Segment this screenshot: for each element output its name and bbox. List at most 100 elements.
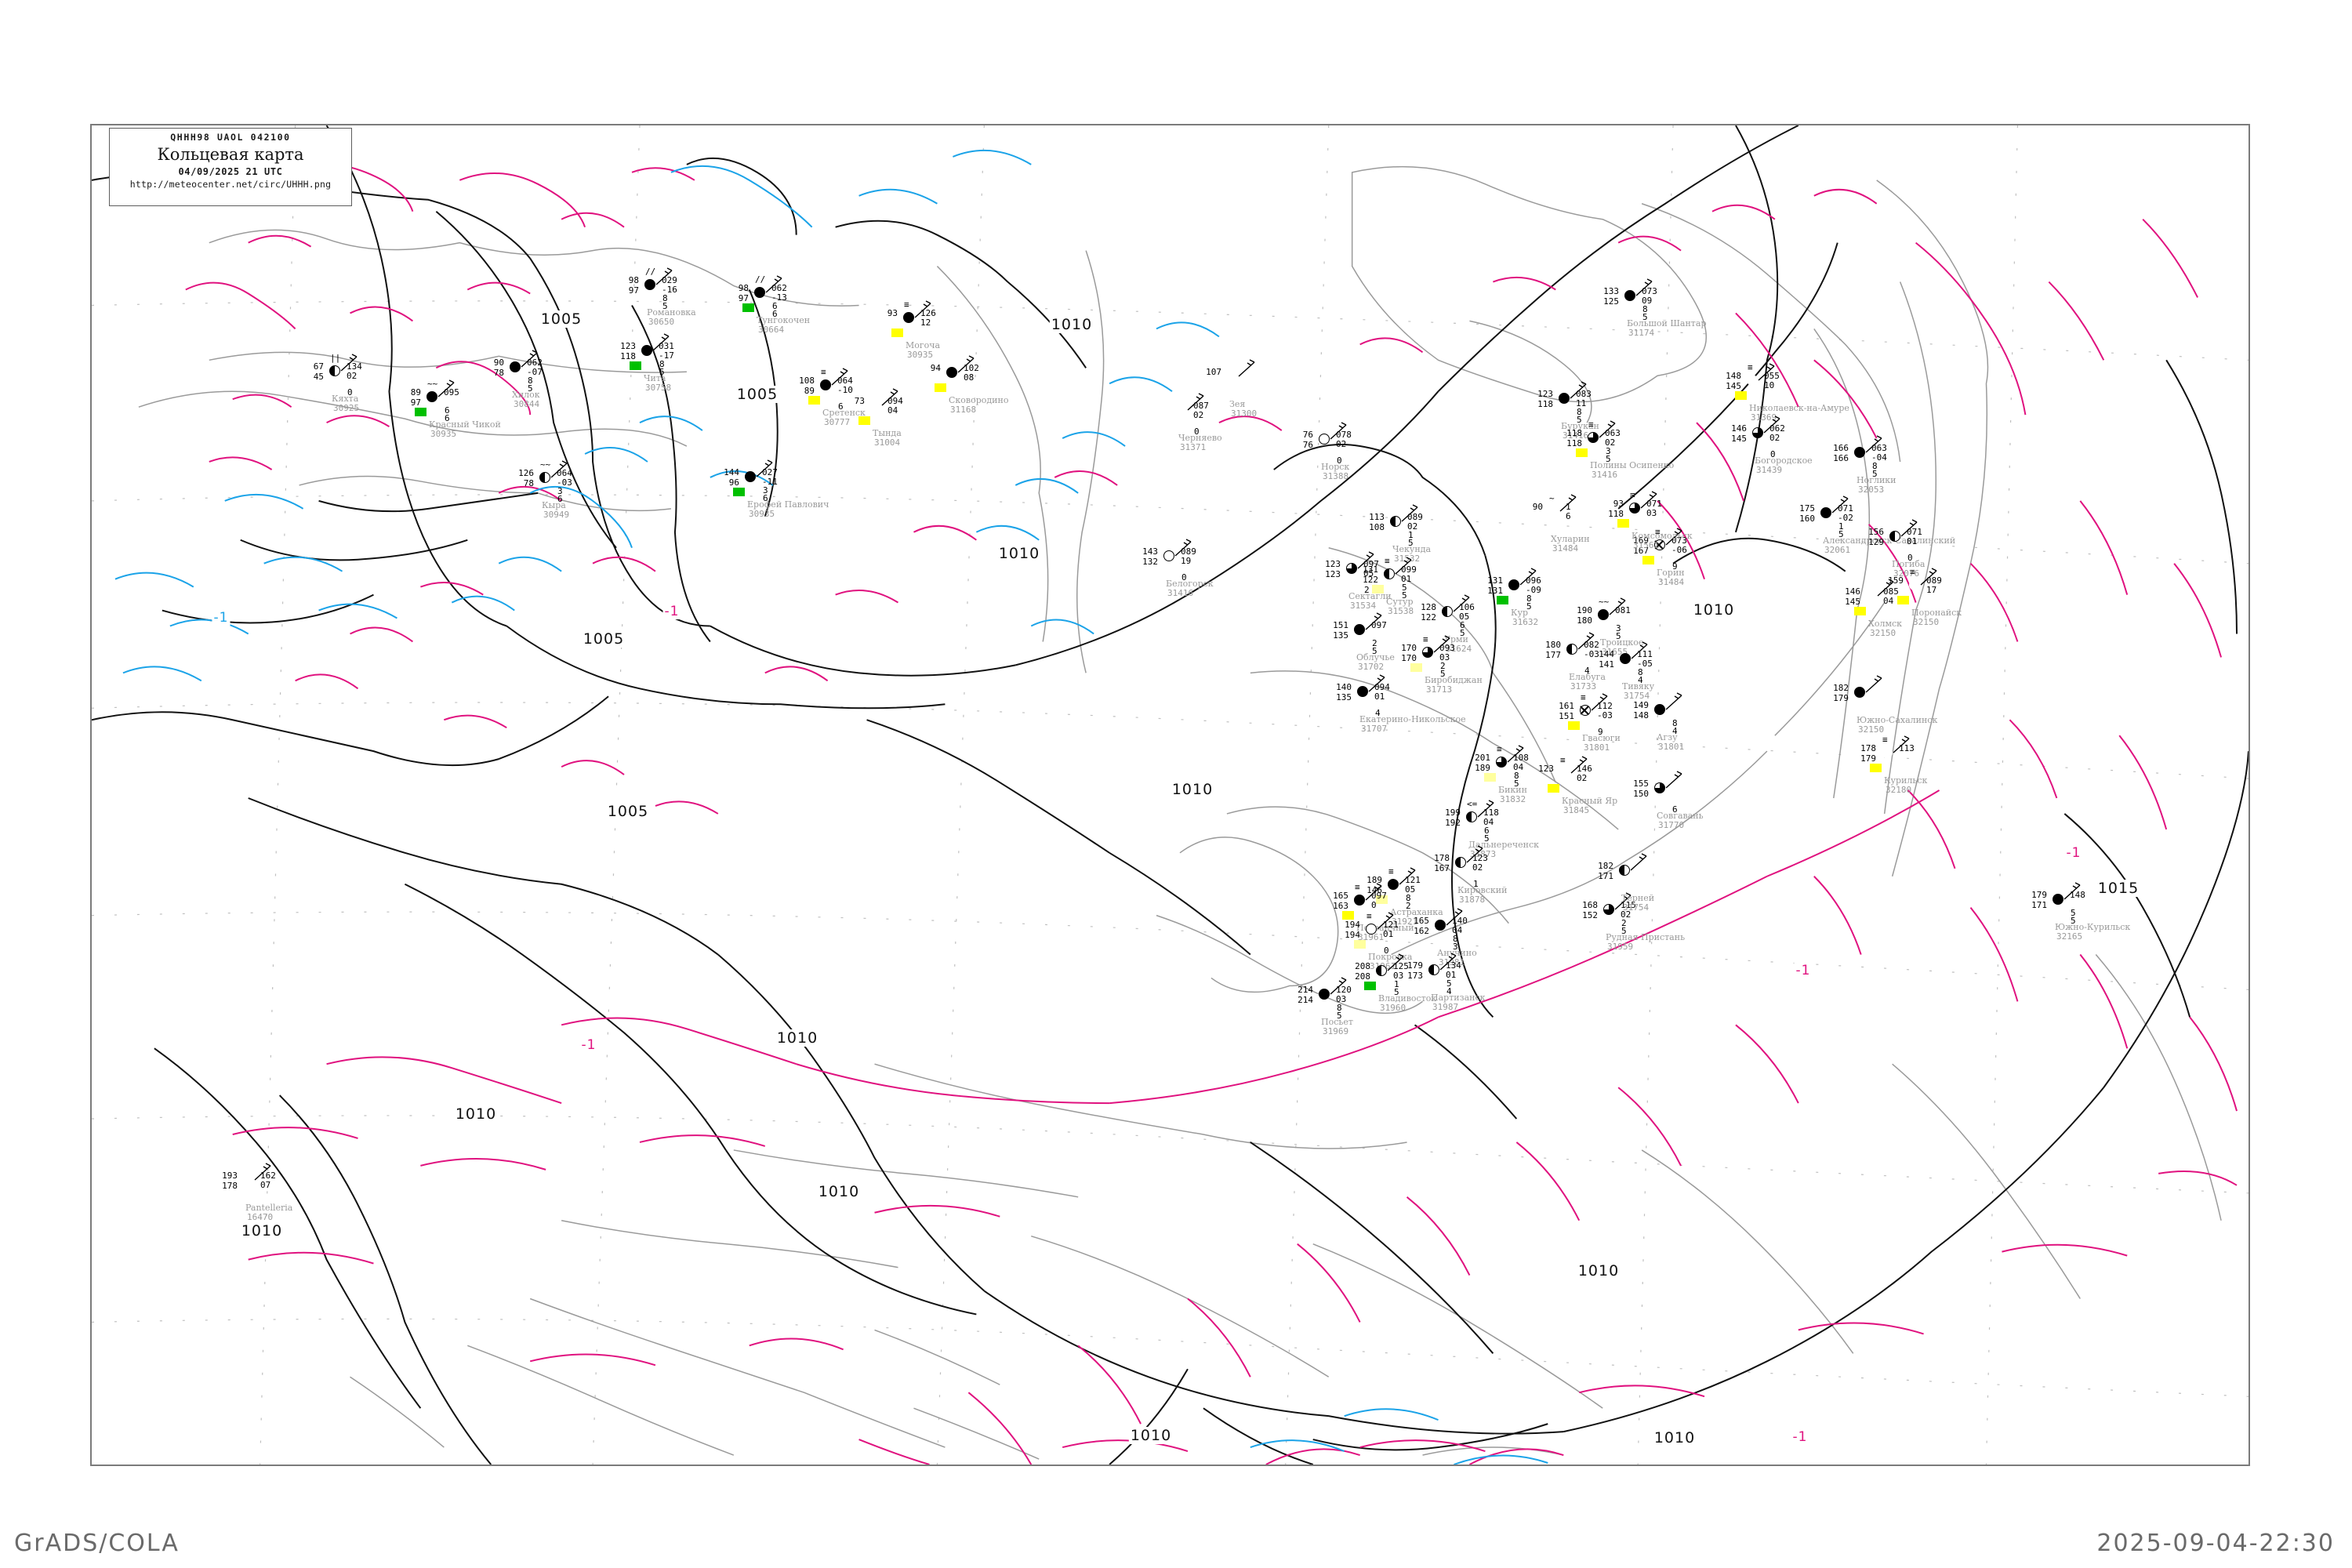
station-cloud-high: 8 (1337, 1003, 1342, 1013)
precip-swatch (1372, 585, 1384, 593)
title-cartouche: QHHH98 UAOL 042100 Кольцевая карта 04/09… (109, 128, 352, 206)
station-wmo-id: 31632 (1512, 617, 1539, 627)
station-present-weather: || (330, 353, 341, 363)
station-cloud-high: 8 (528, 376, 533, 386)
precip-swatch (1354, 940, 1366, 949)
station-name: Сектагли (1348, 591, 1392, 601)
station-pressure-tendency: -13 (771, 292, 787, 303)
cloud-cover-symbol (1603, 904, 1614, 915)
wind-barb (765, 275, 782, 293)
station-pressure-tendency: 04 (1483, 817, 1494, 827)
station-pressure: 134 (1446, 960, 1461, 971)
station-dewpoint: 150 (1633, 789, 1649, 799)
station-cloud-low: 6 (838, 401, 844, 412)
station-pressure-tendency: 02 (347, 371, 358, 381)
wind-barb (1466, 845, 1483, 863)
station-cloud-low: 0 (1384, 946, 1389, 956)
isotherm-label: -1 (579, 1037, 598, 1053)
station-present-weather: ≡ (1748, 362, 1753, 372)
cloud-cover-symbol (1435, 920, 1446, 931)
wind-barb (1570, 756, 1588, 774)
station-cloud-high: 8 (1406, 893, 1411, 903)
station-dewpoint: 97 (628, 285, 639, 296)
cloud-cover-symbol (946, 367, 957, 378)
isobar-label: 1010 (996, 545, 1042, 562)
station-cloud-high: 1 (1394, 979, 1399, 989)
station-dewpoint: 135 (1336, 692, 1352, 702)
wind-barb (652, 333, 670, 351)
graticule (92, 125, 2249, 1465)
precip-swatch (630, 361, 641, 370)
station-temperature: 149 (1633, 700, 1649, 710)
station-wmo-id: 31801 (1584, 742, 1610, 753)
station-present-weather: ≡ (1882, 735, 1888, 745)
station-temperature: 89 (410, 387, 421, 397)
station-dewpoint: 151 (1559, 711, 1574, 721)
station-name: Черняево (1178, 433, 1222, 443)
station-name: Покровка (1368, 952, 1413, 962)
station-cloud-low: 9 (1598, 727, 1603, 737)
wind-barb (1609, 597, 1626, 615)
station-cloud-low: 5 (1621, 926, 1627, 936)
station-name: Горин (1657, 568, 1685, 578)
station-temperature: 179 (2031, 890, 2047, 900)
station-temperature: 67 (313, 361, 324, 372)
station-pressure: 063 (1871, 443, 1887, 453)
station-dewpoint: 171 (2031, 900, 2047, 910)
wind-barb (1330, 422, 1347, 440)
station-wmo-id: 32150 (1913, 617, 1940, 627)
station-name: Владивосток (1378, 993, 1437, 1004)
station-pressure: 095 (444, 387, 459, 397)
station-cloud-low: 6 (445, 413, 450, 423)
station-present-weather: <= (1467, 799, 1478, 809)
wind-barb (1758, 363, 1775, 381)
cloud-cover-symbol (1654, 539, 1665, 550)
station-name: Хилок (512, 390, 540, 400)
station-name: Поронайск (1911, 608, 1962, 618)
isobar-label: 1015 (2096, 880, 2141, 897)
isobar-label: 1005 (605, 803, 651, 820)
station-wmo-id: 31878 (1459, 895, 1486, 905)
station-wmo-id: 31987 (1432, 1002, 1459, 1012)
station-cloud-high: 3 (1606, 446, 1611, 456)
station-wmo-id: 31969 (1323, 1026, 1349, 1036)
station-pressure-tendency: 17 (1926, 585, 1937, 595)
station-name: Агзу (1657, 732, 1678, 742)
wind-barb (1238, 359, 1255, 377)
station-dewpoint: 89 (804, 386, 815, 396)
wind-barb (1399, 867, 1416, 885)
station-pressure-tendency: -06 (1671, 545, 1687, 555)
station-cloud-low: 5 (1514, 779, 1519, 789)
station-wmo-id: 31832 (1500, 794, 1526, 804)
station-wmo-id: 31371 (1180, 442, 1207, 452)
station-pressure-tendency: 10 (1764, 380, 1775, 390)
cloud-cover-symbol (1376, 965, 1387, 976)
cloud-cover-symbol (1354, 624, 1365, 635)
station-temperature: 170 (1401, 643, 1417, 653)
station-cloud-high: 1 (1838, 521, 1844, 532)
station-pressure-tendency: 05 (1363, 568, 1374, 579)
station-cloud-low: 5 (1526, 601, 1532, 612)
station-temperature: 144 (1599, 649, 1614, 659)
station-dewpoint: 160 (1799, 514, 1815, 524)
station-pressure: 089 (1407, 512, 1423, 522)
station-pressure: 064 (837, 376, 853, 386)
station-wmo-id: 31921 (1392, 916, 1418, 927)
station-present-weather: ≡ (1367, 911, 1372, 921)
station-wmo-id: 31538 (1388, 606, 1414, 616)
station-dewpoint: 141 (1599, 659, 1614, 670)
station-wmo-id: 30758 (645, 383, 672, 393)
station-dewpoint: 118 (1537, 399, 1553, 409)
wind-barb (1665, 771, 1682, 789)
station-dewpoint: 145 (1731, 434, 1747, 444)
station-cloud-high: 2 (1621, 918, 1627, 928)
wind-barb (1365, 612, 1382, 630)
station-name: Белогорск (1166, 579, 1214, 589)
wind-barb (340, 354, 358, 372)
wind-barb (1433, 635, 1450, 653)
wind-barb (1365, 883, 1382, 901)
station-cloud-high: 8 (1514, 771, 1519, 781)
station-pressure: 029 (662, 275, 677, 285)
precip-swatch (1854, 607, 1866, 615)
station-wmo-id: 31960 (1380, 1003, 1406, 1013)
